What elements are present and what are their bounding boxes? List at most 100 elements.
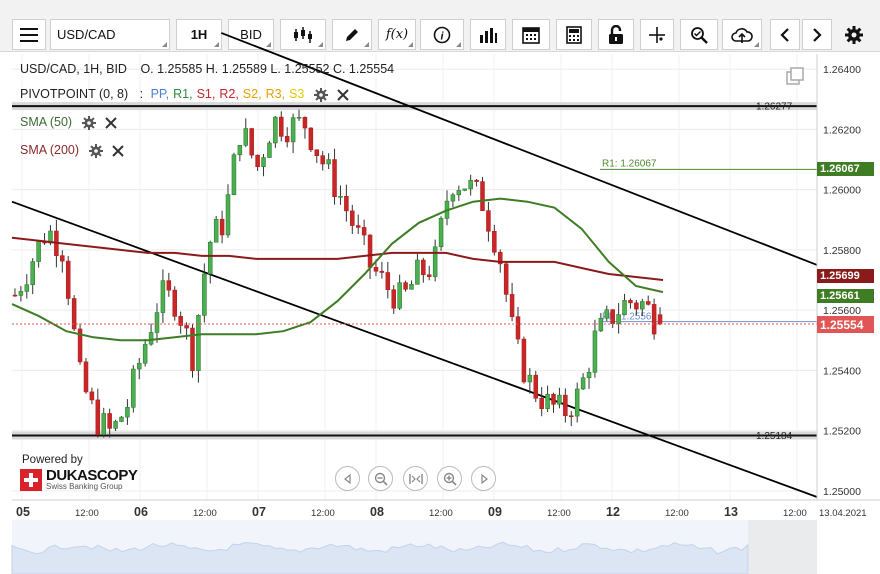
- candle-body: [178, 316, 183, 326]
- pivot-label: PP: 1.25562: [602, 312, 657, 323]
- y-tick-label: 1.25000: [823, 486, 861, 498]
- y-tick-label: 1.25200: [823, 426, 861, 438]
- pivot-separator: :: [139, 87, 144, 101]
- candle-body: [569, 415, 574, 418]
- candle-body: [515, 316, 521, 340]
- pivot-levels: 1.26277 R1: 1.26067 PP: 1.25562 1.25184: [12, 102, 817, 442]
- ohlc-legend: USD/CAD, 1H, BID O. 1.25585 H. 1.25589 L…: [20, 62, 394, 76]
- candle-body: [497, 251, 503, 265]
- gear-icon[interactable]: [81, 115, 96, 130]
- candle-body: [243, 128, 249, 146]
- crosshair-button[interactable]: [640, 19, 674, 50]
- price-tag: 1.26067: [817, 162, 874, 177]
- symbol-label: USD/CAD: [57, 27, 116, 42]
- zoom-out-button[interactable]: [368, 466, 393, 491]
- menu-button[interactable]: [12, 19, 46, 50]
- draw-tool-button[interactable]: [332, 19, 372, 50]
- candle-type-icon: [294, 26, 312, 43]
- x-tick-label: 13.04.2021: [819, 508, 867, 519]
- calendar-button[interactable]: [512, 19, 550, 50]
- reset-view-button[interactable]: [403, 466, 428, 491]
- candle-body: [580, 377, 586, 390]
- candle-body: [89, 391, 95, 401]
- candle-body: [657, 314, 663, 325]
- settings-button[interactable]: [838, 19, 870, 50]
- x-tick-label: 12:00: [311, 508, 335, 519]
- pivot-item-label: S3: [289, 87, 305, 101]
- cloud-button[interactable]: [722, 19, 762, 50]
- x-tick-label: 12: [606, 505, 620, 519]
- pivot-item-label: R2,: [219, 87, 239, 101]
- candle-body: [142, 343, 148, 364]
- candle-body: [18, 291, 24, 296]
- timeframe-selector[interactable]: 1H: [176, 19, 222, 50]
- candle-body: [521, 338, 527, 383]
- moving-averages: [11, 197, 664, 342]
- pivot-label: 1.26277: [756, 102, 793, 113]
- candle-body: [604, 309, 610, 319]
- lock-button[interactable]: [598, 19, 634, 50]
- y-tick-label: 1.25400: [823, 365, 861, 377]
- candle-body: [592, 330, 598, 373]
- brand-tagline: Swiss Banking Group: [46, 482, 123, 491]
- zoom-button[interactable]: [680, 19, 718, 50]
- symbol-selector[interactable]: USD/CAD: [50, 19, 170, 50]
- candle-body: [131, 368, 136, 408]
- pivot-item-label: R1,: [173, 87, 193, 101]
- pan-right-button[interactable]: [471, 466, 496, 491]
- price-tag: 1.25554: [817, 316, 874, 333]
- x-tick-label: 12:00: [665, 508, 689, 519]
- y-tick-label: 1.25800: [823, 245, 861, 257]
- candle-body: [148, 332, 154, 345]
- calculator-button[interactable]: [556, 19, 592, 50]
- candle-body: [279, 116, 284, 137]
- scroll-right-button[interactable]: [802, 19, 832, 50]
- candle-body: [391, 289, 396, 309]
- candle-body: [208, 241, 213, 275]
- pencil-icon: [346, 28, 358, 41]
- timeframe-label: 1H: [190, 27, 208, 42]
- candle-body: [71, 298, 77, 330]
- candle-body: [172, 289, 178, 317]
- candle-body: [432, 246, 438, 277]
- sma200-line: [11, 236, 664, 281]
- close-icon[interactable]: [112, 144, 124, 157]
- candle-body: [202, 273, 207, 316]
- candle-body: [332, 159, 337, 197]
- pivot-label: R1: 1.26067: [602, 158, 657, 169]
- candle-body: [344, 195, 349, 212]
- navigator-series: [11, 541, 749, 574]
- chevron-left-icon: [780, 27, 789, 42]
- candles: [12, 109, 663, 438]
- candle-type-button[interactable]: [280, 19, 326, 50]
- instrument-label: USD/CAD, 1H, BID: [20, 62, 127, 76]
- close-icon[interactable]: [337, 88, 349, 101]
- candle-body: [450, 194, 456, 202]
- zoom-in-button[interactable]: [437, 466, 462, 491]
- candle-body: [462, 188, 467, 191]
- close-icon[interactable]: [105, 116, 117, 129]
- pan-left-button[interactable]: [335, 466, 360, 491]
- ohlc-values: O. 1.25585 H. 1.25589 L. 1.25552 C. 1.25…: [140, 62, 395, 76]
- candle-body: [296, 116, 302, 119]
- chevron-right-icon: [813, 27, 822, 42]
- volume-button[interactable]: [470, 19, 506, 50]
- gear-icon[interactable]: [313, 87, 328, 102]
- info-button[interactable]: i: [420, 19, 464, 50]
- candle-body: [509, 294, 515, 317]
- pivot-item-label: PP,: [150, 87, 170, 101]
- gear-icon[interactable]: [88, 143, 103, 158]
- pivot-name: PIVOTPOINT (0, 8): [20, 87, 129, 101]
- sma200-label: SMA (200): [20, 143, 80, 157]
- y-tick-label: 1.25600: [823, 305, 861, 317]
- scroll-left-button[interactable]: [770, 19, 800, 50]
- candle-body: [107, 413, 112, 429]
- popout-icon[interactable]: [786, 67, 804, 85]
- indicators-button[interactable]: f(x): [378, 19, 416, 50]
- sma200-legend: SMA (200): [20, 143, 124, 158]
- candle-body: [273, 116, 278, 144]
- price-tag: 1.25699: [817, 269, 874, 284]
- fit-view-icon: [408, 473, 423, 484]
- x-tick-label: 09: [488, 505, 502, 519]
